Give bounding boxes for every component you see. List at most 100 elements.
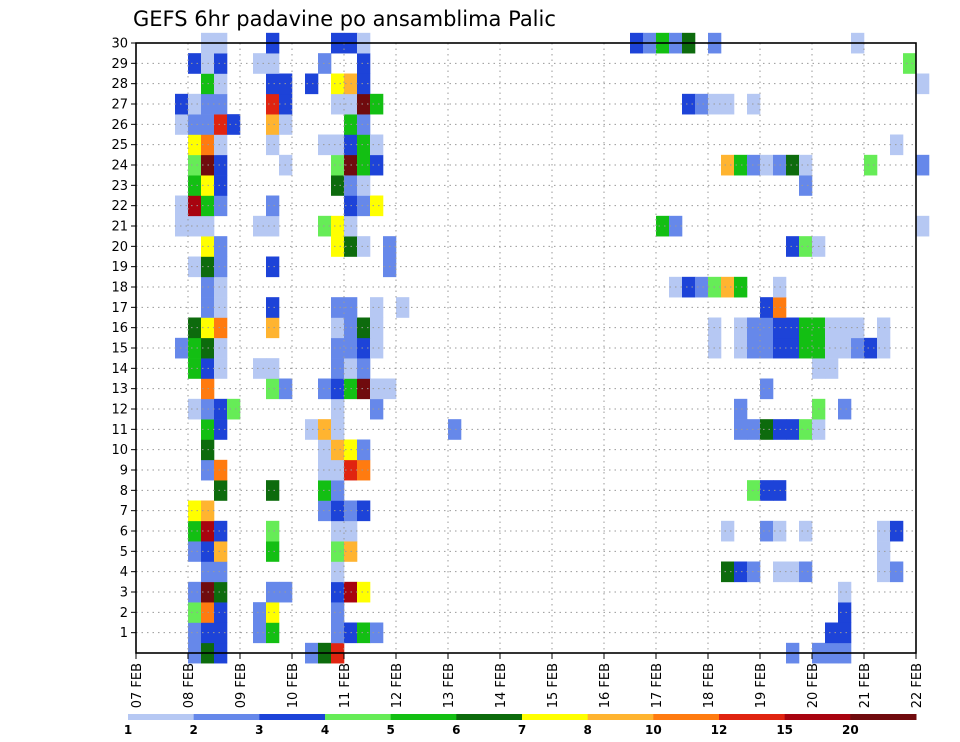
heatmap-cell bbox=[370, 134, 384, 156]
heatmap-cell bbox=[786, 154, 800, 176]
heatmap-cell bbox=[864, 337, 878, 359]
heatmap-cell bbox=[721, 520, 735, 542]
heatmap-cell bbox=[370, 154, 384, 176]
heatmap-cell bbox=[838, 581, 852, 603]
y-tick-label: 17 bbox=[111, 301, 128, 316]
heatmap-cell bbox=[721, 276, 735, 298]
heatmap-cell bbox=[331, 439, 345, 461]
heatmap-cell bbox=[214, 419, 228, 440]
y-tick-label: 21 bbox=[111, 220, 128, 235]
colorbar-label: 6 bbox=[452, 723, 460, 737]
heatmap-cell bbox=[357, 581, 371, 603]
heatmap-cell bbox=[318, 459, 332, 481]
heatmap-cell bbox=[734, 276, 748, 298]
y-tick-label: 8 bbox=[120, 484, 128, 499]
heatmap-cell bbox=[253, 215, 267, 237]
heatmap-cell bbox=[214, 276, 228, 298]
heatmap-cell bbox=[188, 134, 202, 156]
x-tick-label: 10 FEB bbox=[286, 663, 301, 708]
heatmap-cell bbox=[331, 154, 345, 176]
heatmap-cells bbox=[175, 32, 930, 664]
heatmap-cell bbox=[266, 73, 280, 95]
heatmap-cell bbox=[370, 195, 384, 217]
colorbar-legend: 1 2 3 4 5 6 7 8 10 12 15 20 bbox=[124, 714, 917, 737]
heatmap-cell bbox=[357, 358, 371, 379]
heatmap-cell bbox=[318, 500, 332, 522]
heatmap-cell bbox=[747, 337, 761, 359]
y-tick-label: 11 bbox=[111, 423, 128, 438]
heatmap-cell bbox=[747, 480, 761, 501]
heatmap-cell bbox=[214, 53, 228, 74]
heatmap-cell bbox=[331, 73, 345, 95]
heatmap-cell bbox=[799, 175, 813, 196]
heatmap-cell bbox=[747, 419, 761, 440]
heatmap-cell bbox=[786, 561, 800, 583]
heatmap-cell bbox=[253, 602, 267, 623]
heatmap-cell bbox=[331, 520, 345, 542]
heatmap-cell bbox=[188, 93, 202, 115]
heatmap-cell bbox=[175, 114, 189, 135]
heatmap-cell bbox=[253, 53, 267, 74]
heatmap-cell bbox=[734, 154, 748, 176]
heatmap-cell bbox=[318, 215, 332, 237]
y-tick-label: 9 bbox=[120, 464, 128, 479]
heatmap-cell bbox=[838, 602, 852, 623]
y-tick-label: 10 bbox=[111, 443, 128, 458]
heatmap-cell bbox=[357, 439, 371, 461]
x-tick-label: 22 FEB bbox=[910, 663, 925, 708]
heatmap-cell bbox=[331, 317, 345, 339]
heatmap-cell bbox=[799, 236, 813, 257]
y-tick-label: 4 bbox=[120, 565, 128, 580]
heatmap-cell bbox=[357, 114, 371, 135]
heatmap-cell bbox=[890, 561, 904, 583]
heatmap-cell bbox=[214, 256, 228, 278]
x-tick-label: 20 FEB bbox=[806, 663, 821, 708]
heatmap-cell bbox=[331, 500, 345, 522]
heatmap-cell bbox=[318, 53, 332, 74]
colorbar-label: 2 bbox=[189, 723, 197, 737]
heatmap-cell bbox=[656, 215, 670, 237]
heatmap-cell bbox=[214, 195, 228, 217]
heatmap-cell bbox=[786, 337, 800, 359]
heatmap-cell bbox=[357, 154, 371, 176]
heatmap-cell bbox=[916, 154, 930, 176]
x-tick-label: 13 FEB bbox=[442, 663, 457, 708]
heatmap-cell bbox=[214, 175, 228, 196]
heatmap-cell bbox=[214, 297, 228, 318]
y-tick-label: 27 bbox=[111, 98, 128, 113]
heatmap-cell bbox=[747, 93, 761, 115]
heatmap-cell bbox=[799, 317, 813, 339]
heatmap-cell bbox=[331, 215, 345, 237]
heatmap-cell bbox=[331, 602, 345, 623]
heatmap-cell bbox=[214, 134, 228, 156]
heatmap-cell bbox=[370, 378, 384, 400]
colorbar-swatch bbox=[587, 714, 654, 720]
heatmap-cell bbox=[357, 175, 371, 196]
heatmap-cell bbox=[266, 53, 280, 74]
heatmap-cell bbox=[331, 419, 345, 440]
heatmap-cell bbox=[331, 175, 345, 196]
heatmap-cell bbox=[760, 337, 774, 359]
heatmap-cell bbox=[331, 480, 345, 501]
heatmap-cell bbox=[266, 317, 280, 339]
heatmap-cell bbox=[877, 317, 891, 339]
heatmap-cell bbox=[357, 622, 371, 644]
colorbar-swatch bbox=[456, 714, 523, 720]
heatmap-cell bbox=[331, 93, 345, 115]
heatmap-cell bbox=[721, 561, 735, 583]
colorbar-label: 12 bbox=[711, 723, 728, 737]
colorbar-label: 1 bbox=[124, 723, 132, 737]
heatmap-cell bbox=[331, 297, 345, 318]
grid-lines bbox=[136, 43, 916, 653]
heatmap-cell bbox=[396, 297, 410, 318]
y-tick-label: 14 bbox=[111, 362, 128, 377]
heatmap-cell bbox=[760, 419, 774, 440]
y-tick-label: 15 bbox=[111, 342, 128, 357]
heatmap-cell bbox=[227, 398, 241, 420]
heatmap-cell bbox=[188, 195, 202, 217]
heatmap-cell bbox=[188, 317, 202, 339]
colorbar-label: 8 bbox=[583, 723, 591, 737]
heatmap-cell bbox=[448, 419, 462, 440]
x-tick-label: 16 FEB bbox=[598, 663, 613, 708]
